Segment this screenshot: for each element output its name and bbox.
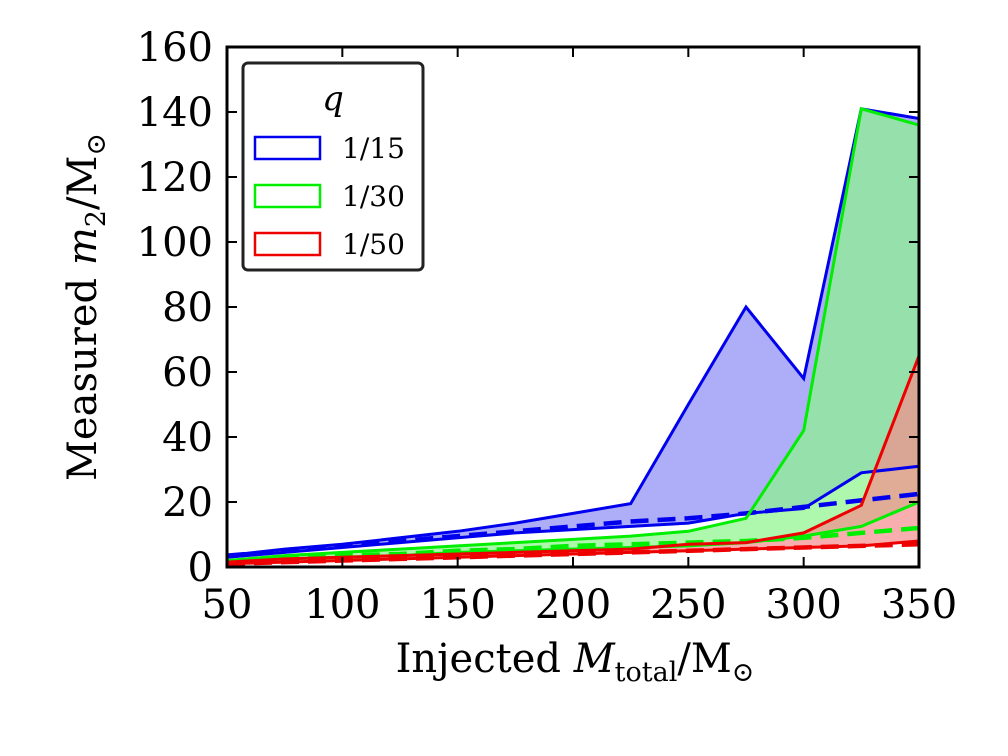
y-tick-label: 120 — [137, 155, 213, 201]
y-tick-label: 140 — [137, 90, 213, 136]
x-tick-label: 150 — [419, 582, 495, 628]
legend-label-2: 1/30 — [342, 180, 405, 213]
x-tick-label: 350 — [881, 582, 957, 628]
y-tick-label: 60 — [162, 350, 213, 396]
axes: 50 100 150 200 250 300 350 0 20 40 60 80 100 120 140 16… — [137, 25, 958, 628]
legend: q 1/15 1/30 1/50 — [241, 61, 425, 272]
x-tick-label: 200 — [535, 582, 611, 628]
legend-swatch-1 — [253, 135, 322, 161]
legend-label-3: 1/50 — [342, 228, 405, 261]
y-tick-label: 0 — [188, 545, 213, 591]
x-tick-label: 250 — [650, 582, 726, 628]
legend-title: q — [322, 79, 344, 119]
y-tick-label: 20 — [162, 480, 213, 526]
x-axis-label: Injected Mtotal/M⊙ — [396, 636, 755, 688]
series-3-band — [227, 355, 919, 564]
y-tick-label: 100 — [137, 220, 213, 266]
x-tick-label: 300 — [765, 582, 841, 628]
y-tick-label: 160 — [137, 25, 213, 71]
x-tick-label: 100 — [304, 582, 380, 628]
legend-swatch-3 — [253, 231, 322, 257]
axis-labels: Injected Mtotal/M⊙ Measured m2/M⊙ — [60, 133, 754, 688]
legend-swatch-2 — [253, 183, 322, 209]
series-1-median-line — [227, 491, 919, 558]
series-1-band — [227, 108, 919, 558]
x-tick-label: 50 — [202, 582, 253, 628]
y-tick-label: 40 — [162, 415, 213, 461]
y-tick-label: 80 — [162, 285, 213, 331]
series-2-median-line — [227, 525, 919, 565]
legend-box — [241, 61, 425, 272]
series-2-upper-line — [227, 106, 919, 562]
y-axis-label: Measured m2/M⊙ — [60, 133, 112, 481]
legend-label-1: 1/15 — [342, 132, 405, 165]
